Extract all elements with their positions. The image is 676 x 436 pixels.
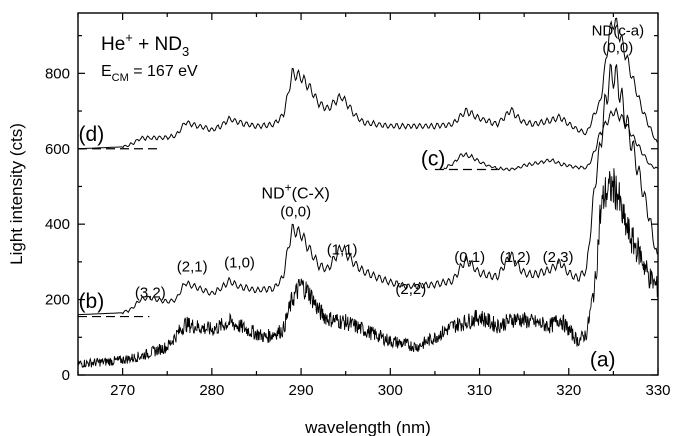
annotation-layer: (d)(b)(c)(a)ND(c-a)(0,0)(0,0)(1,1)(2,2)(… (79, 23, 645, 372)
x-tick-label: 300 (378, 382, 403, 399)
annotation-2-1: (2,1) (177, 258, 208, 275)
y-axis-ticks: 0 200 400 600 800 (45, 35, 658, 384)
annotation-d: (d) (79, 123, 105, 146)
x-axis-ticks: 270 280 290 300 310 320 330 (77, 13, 671, 399)
annotation-0-0: (0,0) (280, 204, 311, 221)
plot-frame (77, 12, 659, 376)
series-line-a (77, 168, 659, 368)
reference-line-layer (78, 148, 498, 318)
legend-reaction: He+ + ND3 (101, 30, 189, 59)
legend-energy: ECM = 167 eV (101, 63, 198, 84)
series-line-c (443, 107, 659, 172)
y-tick-label: 800 (45, 65, 70, 82)
x-tick-label: 280 (199, 382, 224, 399)
annotation-0-1: (0,1) (454, 249, 485, 266)
x-tick-label: 270 (110, 382, 135, 399)
x-tick-label: 330 (645, 382, 670, 399)
x-tick-label: 310 (467, 382, 492, 399)
annotation-c: (c) (421, 148, 446, 171)
x-tick-label: 290 (289, 382, 314, 399)
y-tick-label: 200 (45, 292, 70, 309)
annotation-0-0: (0,0) (602, 40, 633, 57)
band-label-nd-plus-c-x: ND+(C-X) (262, 181, 330, 203)
y-tick-label: 400 (45, 216, 70, 233)
annotation-1-2: (1,2) (500, 249, 531, 266)
y-axis-label: Light intensity (cts) (7, 123, 26, 265)
x-tick-label: 320 (556, 382, 581, 399)
annotation-a: (a) (590, 349, 616, 372)
series-line-d (77, 17, 658, 150)
annotation-b: (b) (79, 290, 105, 313)
annotation-3-2: (3,2) (135, 285, 166, 302)
series-layer (77, 17, 659, 368)
annotation-2-3: (2,3) (543, 249, 574, 266)
annotation-2-2: (2,2) (395, 281, 426, 298)
y-tick-label: 0 (62, 367, 70, 384)
legend-box: He+ + ND3 ECM = 167 eV (101, 30, 198, 84)
annotation-1-0: (1,0) (224, 255, 255, 272)
series-line-b (77, 63, 658, 316)
annotation-nd-c-a: ND(c-a) (592, 23, 645, 40)
annotation-1-1: (1,1) (327, 241, 358, 258)
y-tick-label: 600 (45, 141, 70, 158)
x-axis-label: wavelength (nm) (304, 418, 431, 436)
